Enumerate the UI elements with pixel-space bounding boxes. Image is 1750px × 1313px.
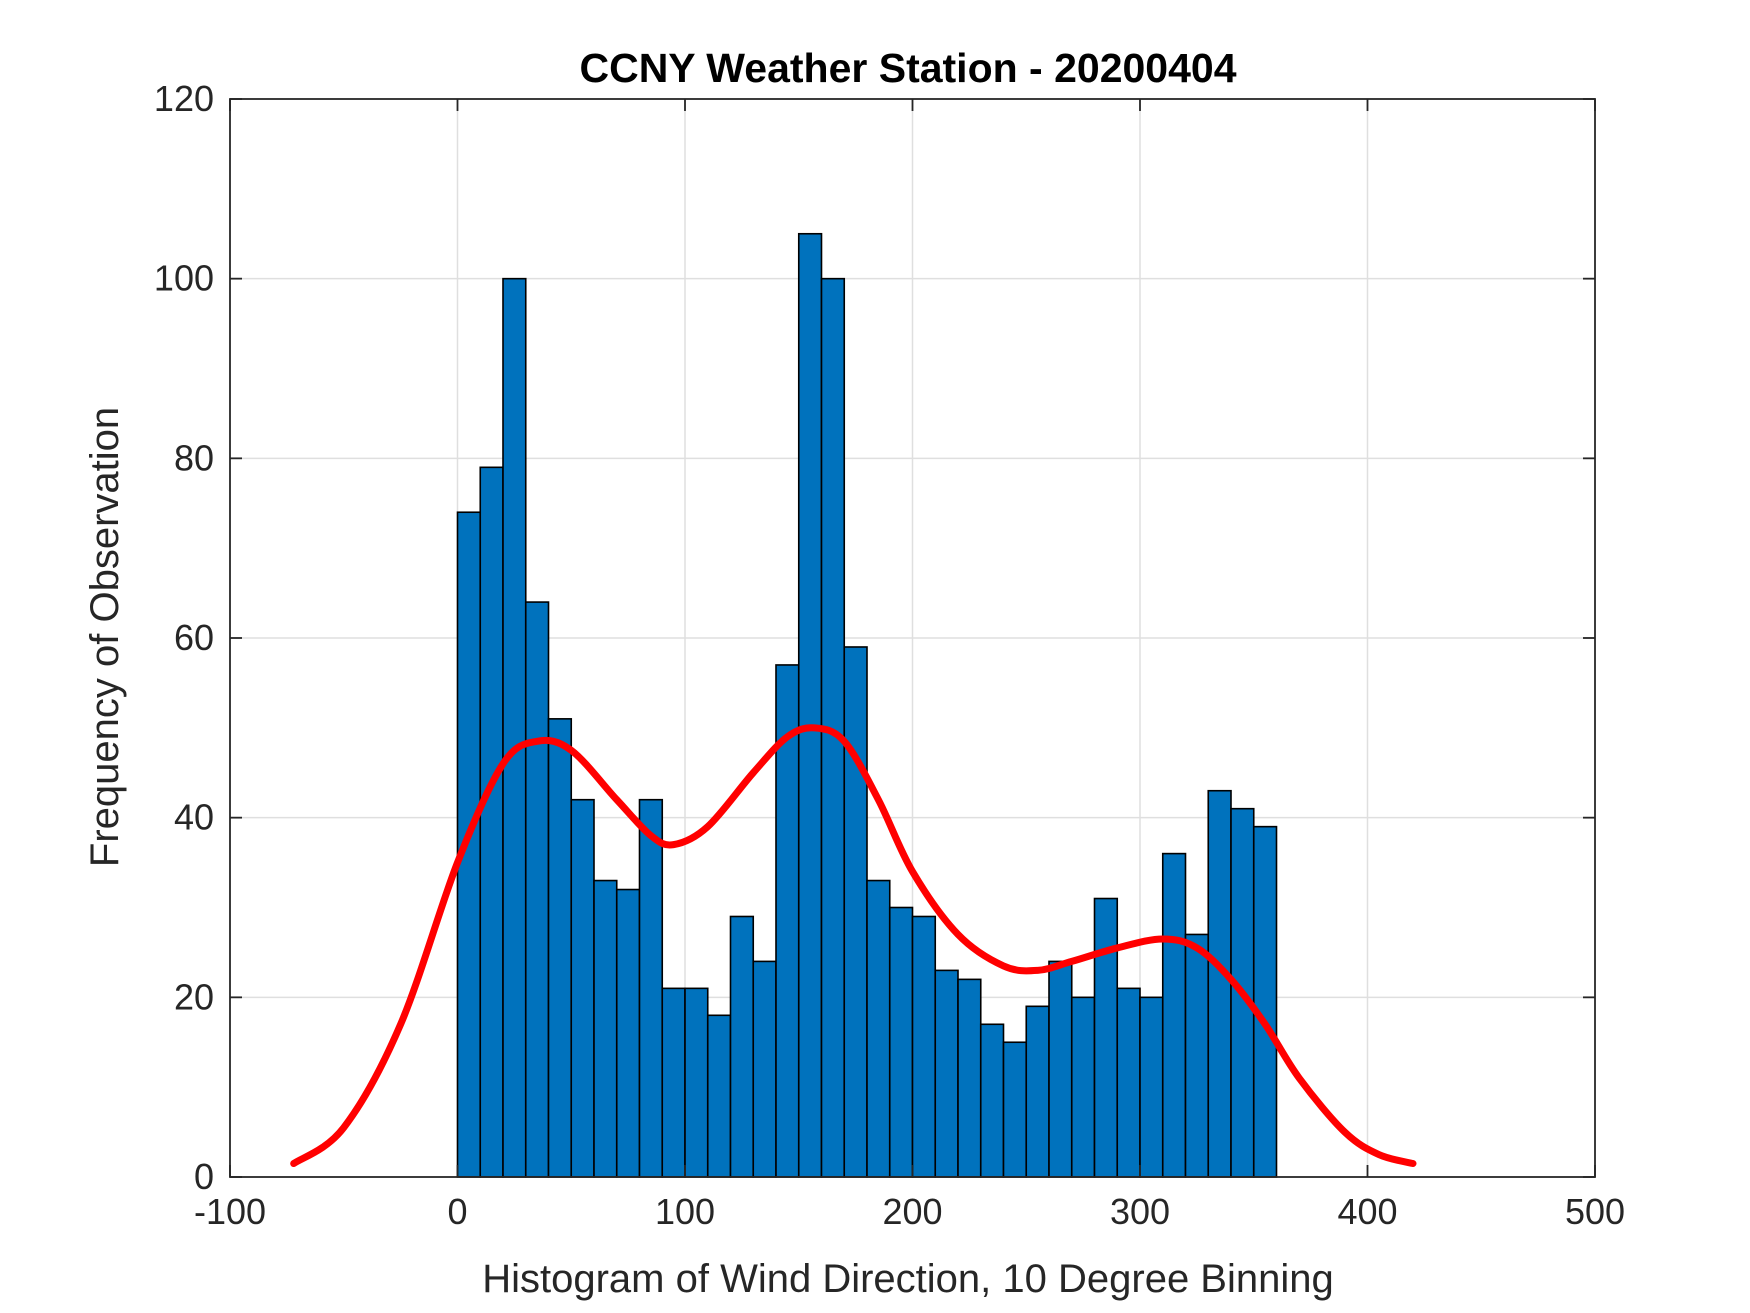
histogram-bar [957, 978, 982, 1178]
histogram-bar [797, 232, 823, 1178]
histogram-bar [729, 915, 755, 1178]
histogram-bar [752, 960, 777, 1178]
histogram-bar [866, 879, 891, 1178]
x-axis-label: Histogram of Wind Direction, 10 Degree B… [482, 1257, 1334, 1301]
chart-title: CCNY Weather Station - 20200404 [579, 45, 1236, 91]
x-tick-label: 0 [447, 1191, 467, 1232]
histogram-bar [1116, 987, 1141, 1178]
histogram-bar [1002, 1041, 1028, 1178]
histogram-bar [1048, 960, 1073, 1178]
histogram-bar [1070, 996, 1096, 1178]
histogram-bar [1252, 825, 1278, 1178]
histogram-bar [979, 1023, 1005, 1178]
histogram-bar [1025, 1005, 1050, 1178]
histogram-bar [1093, 897, 1119, 1178]
y-tick-label: 0 [194, 1156, 214, 1197]
histogram-bar [615, 888, 641, 1178]
histogram-bar [479, 466, 504, 1178]
y-axis-label: Frequency of Observation [83, 407, 127, 867]
histogram-bar [593, 879, 618, 1178]
density-curve-layer [290, 724, 1417, 1168]
y-tick-label: 40 [174, 797, 214, 838]
histogram-bar [524, 601, 550, 1178]
x-tick-label: -100 [194, 1191, 266, 1232]
histogram-bar [911, 915, 937, 1178]
y-tick-label: 100 [154, 258, 214, 299]
histogram-bar [502, 277, 527, 1178]
histogram-bar [706, 1014, 732, 1178]
histogram-bar [934, 969, 959, 1178]
histogram-bars [456, 232, 1278, 1178]
density-fit-curve [290, 724, 1417, 1168]
histogram-bar [1184, 933, 1210, 1178]
histogram-bar [1207, 789, 1232, 1178]
x-tick-label: 100 [655, 1191, 715, 1232]
x-tick-label: 500 [1565, 1191, 1625, 1232]
histogram-bar [843, 646, 868, 1178]
histogram-bar [547, 718, 573, 1178]
y-tick-label: 60 [174, 617, 214, 658]
histogram-bar [661, 987, 686, 1178]
x-tick-label: 200 [882, 1191, 942, 1232]
x-tick-label: 300 [1110, 1191, 1170, 1232]
histogram-bar [684, 987, 709, 1178]
histogram-bar [570, 798, 595, 1178]
histogram-bar [1139, 996, 1164, 1178]
y-tick-label: 80 [174, 437, 214, 478]
y-tick-label: 120 [154, 78, 214, 119]
histogram-bar [1161, 852, 1187, 1178]
histogram-bar [638, 798, 664, 1178]
x-tick-label: 400 [1337, 1191, 1397, 1232]
histogram-bar [888, 906, 914, 1178]
y-tick-label: 20 [174, 976, 214, 1017]
